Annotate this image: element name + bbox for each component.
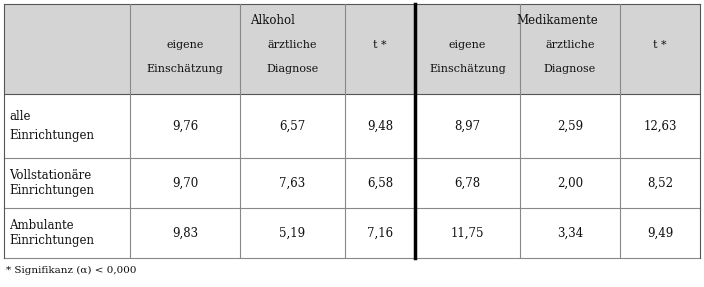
Text: eigene: eigene bbox=[449, 40, 486, 49]
Text: 8,52: 8,52 bbox=[647, 177, 673, 189]
Text: t *: t * bbox=[373, 40, 386, 49]
Text: 7,63: 7,63 bbox=[279, 177, 306, 189]
Text: Einschätzung: Einschätzung bbox=[146, 64, 223, 74]
Text: t *: t * bbox=[653, 40, 667, 49]
Text: 9,70: 9,70 bbox=[172, 177, 198, 189]
Text: Ambulante: Ambulante bbox=[9, 219, 74, 232]
Text: Alkohol: Alkohol bbox=[250, 14, 295, 27]
Bar bbox=[4, 94, 700, 158]
Bar bbox=[4, 208, 700, 258]
Text: ärztliche: ärztliche bbox=[546, 40, 595, 49]
Text: Vollstationäre: Vollstationäre bbox=[9, 169, 92, 182]
Bar bbox=[4, 4, 700, 94]
Text: 6,78: 6,78 bbox=[455, 177, 481, 189]
Text: 6,58: 6,58 bbox=[367, 177, 393, 189]
Text: * Signifikanz (α) < 0,000: * Signifikanz (α) < 0,000 bbox=[6, 266, 137, 275]
Bar bbox=[4, 158, 700, 208]
Text: 8,97: 8,97 bbox=[455, 119, 481, 133]
Text: eigene: eigene bbox=[166, 40, 203, 49]
Text: Einschätzung: Einschätzung bbox=[429, 64, 506, 74]
Text: Einrichtungen: Einrichtungen bbox=[9, 184, 94, 197]
Text: 9,76: 9,76 bbox=[172, 119, 198, 133]
Text: Einrichtungen: Einrichtungen bbox=[9, 234, 94, 247]
Text: 9,83: 9,83 bbox=[172, 226, 198, 239]
Text: 7,16: 7,16 bbox=[367, 226, 393, 239]
Text: 5,19: 5,19 bbox=[279, 226, 306, 239]
Text: Diagnose: Diagnose bbox=[544, 64, 596, 74]
Text: 2,00: 2,00 bbox=[557, 177, 583, 189]
Text: 12,63: 12,63 bbox=[643, 119, 677, 133]
Text: alle: alle bbox=[9, 110, 30, 123]
Text: ärztliche: ärztliche bbox=[268, 40, 318, 49]
Text: Diagnose: Diagnose bbox=[266, 64, 319, 74]
Text: Einrichtungen: Einrichtungen bbox=[9, 129, 94, 142]
Text: 11,75: 11,75 bbox=[451, 226, 484, 239]
Text: Medikamente: Medikamente bbox=[517, 14, 598, 27]
Text: 9,48: 9,48 bbox=[367, 119, 393, 133]
Text: 3,34: 3,34 bbox=[557, 226, 583, 239]
Text: 2,59: 2,59 bbox=[557, 119, 583, 133]
Text: 6,57: 6,57 bbox=[279, 119, 306, 133]
Text: 9,49: 9,49 bbox=[647, 226, 673, 239]
